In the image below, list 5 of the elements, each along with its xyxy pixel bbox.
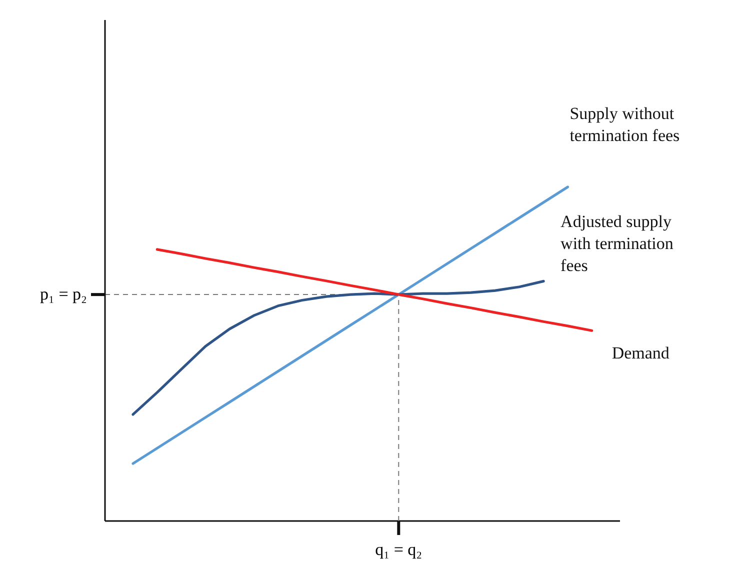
text: q₁ = q₂ [375,540,422,559]
series-label: Adjusted supply with termination fees [560,212,674,276]
series-label: Demand [612,344,670,363]
ref-line-label: p₁ = p₂ [40,284,87,304]
text: Supply without termination fees [570,104,680,145]
